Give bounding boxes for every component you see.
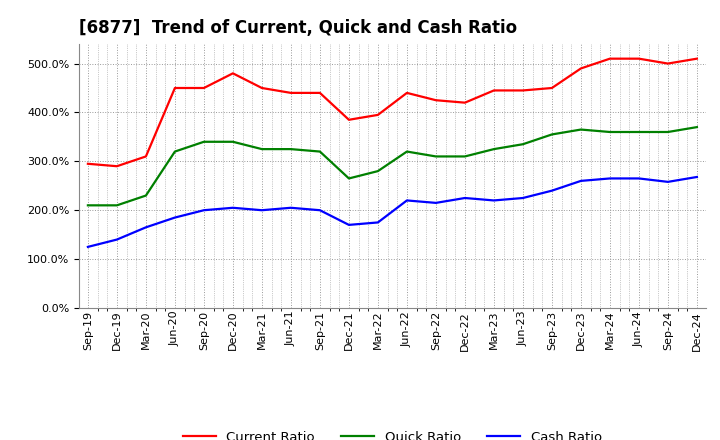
Cash Ratio (287, 205, 295, 210)
Quick Ratio (228, 139, 237, 144)
Cash Ratio (634, 176, 643, 181)
Line: Cash Ratio: Cash Ratio (88, 177, 697, 247)
Cash Ratio (664, 179, 672, 184)
Cash Ratio (112, 237, 121, 242)
Quick Ratio (518, 142, 527, 147)
Cash Ratio (490, 198, 498, 203)
Current Ratio (490, 88, 498, 93)
Text: [6877]  Trend of Current, Quick and Cash Ratio: [6877] Trend of Current, Quick and Cash … (79, 19, 518, 37)
Quick Ratio (606, 129, 614, 135)
Current Ratio (634, 56, 643, 61)
Cash Ratio (461, 195, 469, 201)
Quick Ratio (431, 154, 440, 159)
Quick Ratio (461, 154, 469, 159)
Cash Ratio (142, 225, 150, 230)
Current Ratio (258, 85, 266, 91)
Current Ratio (84, 161, 92, 166)
Quick Ratio (374, 169, 382, 174)
Current Ratio (664, 61, 672, 66)
Quick Ratio (402, 149, 411, 154)
Quick Ratio (548, 132, 557, 137)
Cash Ratio (402, 198, 411, 203)
Current Ratio (315, 90, 324, 95)
Quick Ratio (112, 203, 121, 208)
Line: Quick Ratio: Quick Ratio (88, 127, 697, 205)
Quick Ratio (199, 139, 208, 144)
Current Ratio (461, 100, 469, 105)
Current Ratio (199, 85, 208, 91)
Current Ratio (374, 112, 382, 117)
Current Ratio (518, 88, 527, 93)
Current Ratio (431, 98, 440, 103)
Cash Ratio (548, 188, 557, 193)
Cash Ratio (606, 176, 614, 181)
Current Ratio (577, 66, 585, 71)
Current Ratio (142, 154, 150, 159)
Quick Ratio (490, 147, 498, 152)
Cash Ratio (693, 174, 701, 180)
Cash Ratio (199, 208, 208, 213)
Cash Ratio (577, 178, 585, 183)
Current Ratio (402, 90, 411, 95)
Current Ratio (287, 90, 295, 95)
Cash Ratio (374, 220, 382, 225)
Current Ratio (171, 85, 179, 91)
Quick Ratio (345, 176, 354, 181)
Cash Ratio (84, 244, 92, 249)
Current Ratio (606, 56, 614, 61)
Cash Ratio (258, 208, 266, 213)
Quick Ratio (258, 147, 266, 152)
Cash Ratio (228, 205, 237, 210)
Cash Ratio (518, 195, 527, 201)
Cash Ratio (315, 208, 324, 213)
Quick Ratio (577, 127, 585, 132)
Legend: Current Ratio, Quick Ratio, Cash Ratio: Current Ratio, Quick Ratio, Cash Ratio (177, 425, 608, 440)
Quick Ratio (84, 203, 92, 208)
Cash Ratio (345, 222, 354, 227)
Quick Ratio (693, 125, 701, 130)
Current Ratio (345, 117, 354, 122)
Current Ratio (112, 164, 121, 169)
Cash Ratio (431, 200, 440, 205)
Cash Ratio (171, 215, 179, 220)
Quick Ratio (171, 149, 179, 154)
Current Ratio (548, 85, 557, 91)
Line: Current Ratio: Current Ratio (88, 59, 697, 166)
Quick Ratio (142, 193, 150, 198)
Quick Ratio (287, 147, 295, 152)
Quick Ratio (634, 129, 643, 135)
Quick Ratio (664, 129, 672, 135)
Quick Ratio (315, 149, 324, 154)
Current Ratio (693, 56, 701, 61)
Current Ratio (228, 71, 237, 76)
